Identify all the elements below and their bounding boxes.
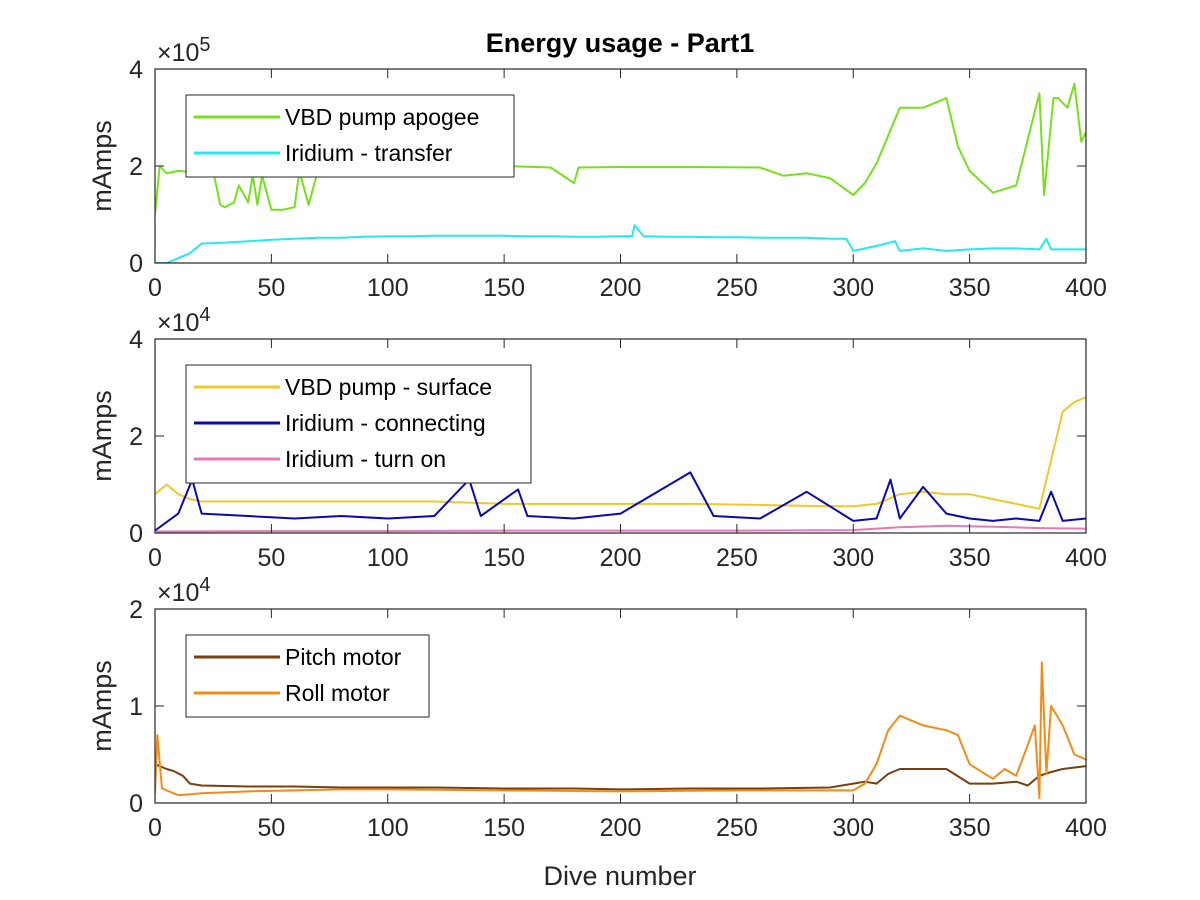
x-tick-label: 100 [367,274,409,302]
series-line-3 [155,524,1086,533]
y-tick-label: 2 [129,153,143,181]
series-line-1 [155,763,1086,791]
series-lines [155,82,1086,263]
series-line-2 [155,661,1086,800]
y-axis-label: mAmps [87,660,117,752]
x-tick-label: 250 [716,814,758,842]
axis-multiplier-exponent: 4 [199,304,210,326]
panel-3: 0 50 100 150 200 250 300 350 400012×104mAmpsPitc… [87,574,1107,842]
x-tick-label: 400 [1065,544,1107,572]
y-tick-label: 2 [129,423,143,451]
legend-label: Pitch motor [285,644,402,670]
x-tick-label: 300 [832,814,874,842]
x-tick-label: 0 [148,274,162,302]
x-tick-label: 50 [257,814,285,842]
legend-label: Roll motor [285,680,390,706]
legend-label: Iridium - transfer [285,140,453,166]
x-tick-label: 0 [148,814,162,842]
series-lines [155,661,1086,800]
panel-2: 0 50 100 150 200 250 300 350 400024×104mAmpsVBD … [87,304,1107,572]
x-tick-label: 150 [483,814,525,842]
series-line-1 [155,82,1086,215]
legend-box [185,94,515,178]
x-tick-label: 350 [949,814,991,842]
x-tick-label: 150 [483,274,525,302]
panel-1: 0 50 100 150 200 250 300 350 400024×105mAmpsVBD … [87,34,1107,302]
x-tick-label: 250 [716,274,758,302]
x-tick-label: 0 [148,544,162,572]
series-line-1 [155,396,1086,510]
x-tick-label: 100 [367,814,409,842]
x-tick-label: 50 [257,544,285,572]
x-tick-label: 200 [600,274,642,302]
legend-label: Iridium - turn on [285,446,446,472]
x-tick-label: 100 [367,544,409,572]
x-axis-label: Dive number [543,861,696,891]
legend: VBD pump - surface Iridium - connecting Ir… [185,364,532,484]
x-tick-label: 300 [832,274,874,302]
legend-label: VBD pump - surface [285,374,492,400]
legend-label: VBD pump apogee [285,104,479,130]
x-tick-label: 250 [716,544,758,572]
legend: VBD pump apogee Iridium - transfer [185,94,515,178]
y-tick-label: 1 [129,693,143,721]
chart-title: Energy usage - Part1 [486,28,755,58]
x-tick-label: 350 [949,544,991,572]
y-axis-label: mAmps [87,120,117,212]
legend-box [185,634,430,718]
x-tick-label: 300 [832,544,874,572]
x-tick-label: 400 [1065,274,1107,302]
y-tick-label: 4 [129,326,143,354]
x-tick-label: 200 [600,814,642,842]
y-axis-label: mAmps [87,390,117,482]
y-tick-label: 0 [129,790,143,818]
series-line-2 [155,471,1086,532]
x-tick-label: 350 [949,274,991,302]
y-tick-label: 0 [129,520,143,548]
x-tick-label: 50 [257,274,285,302]
legend: Pitch motor Roll motor [185,634,430,718]
series-lines [155,396,1086,533]
y-tick-label: 4 [129,56,143,84]
series-line-2 [155,224,1086,263]
x-tick-label: 150 [483,544,525,572]
x-tick-label: 200 [600,544,642,572]
y-tick-label: 2 [129,596,143,624]
x-tick-label: 400 [1065,814,1107,842]
legend-label: Iridium - connecting [285,410,486,436]
axis-multiplier-exponent: 5 [199,34,210,56]
y-tick-label: 0 [129,250,143,278]
axis-multiplier-exponent: 4 [199,574,210,596]
